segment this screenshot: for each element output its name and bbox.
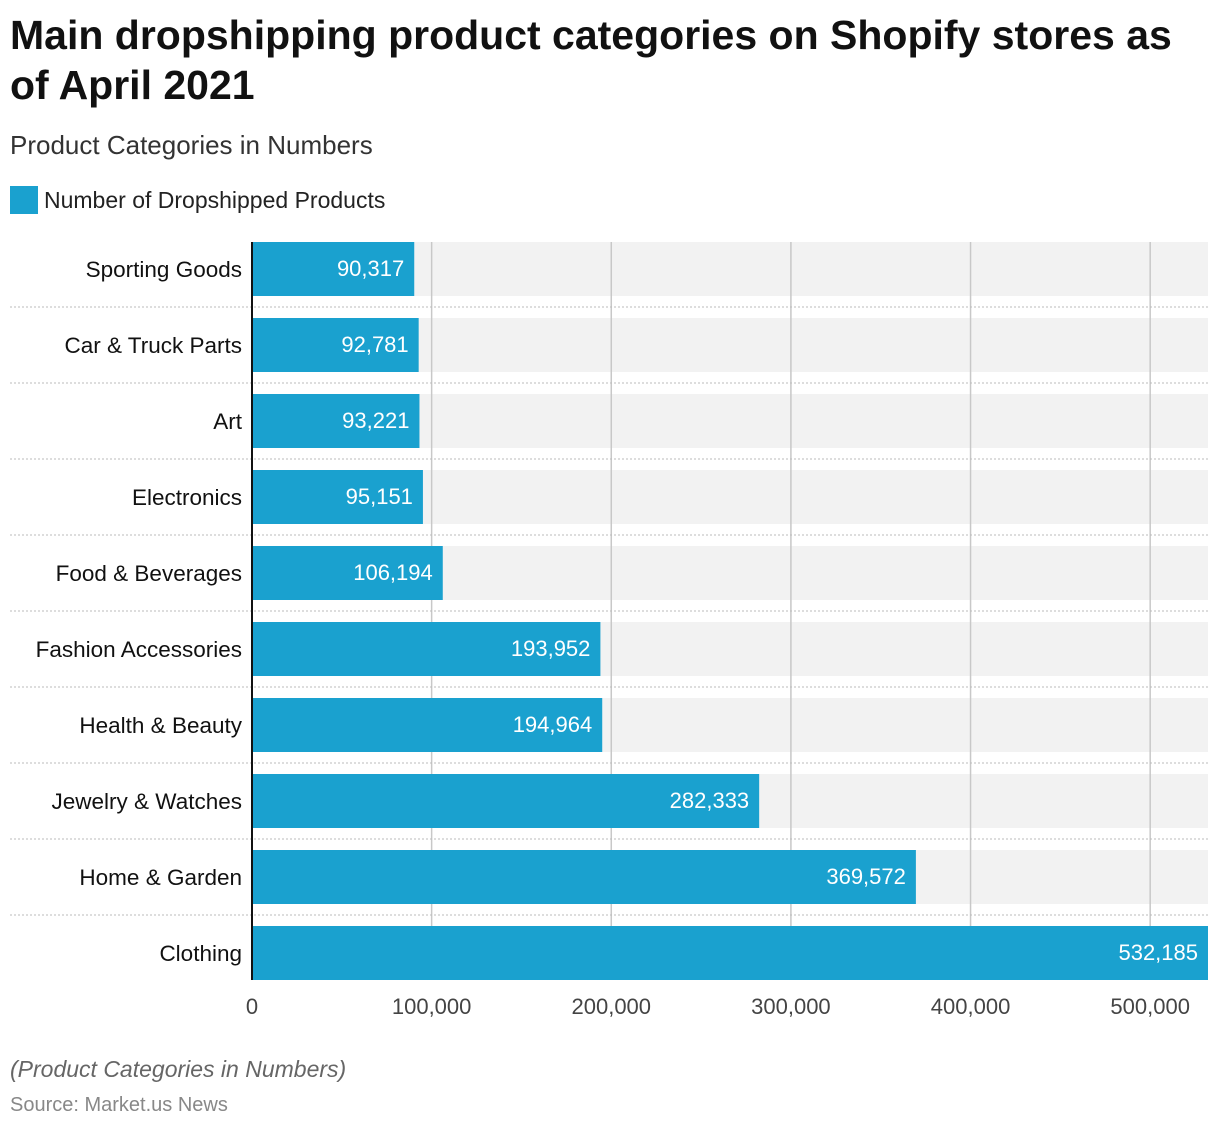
category-label: Car & Truck Parts [64, 333, 242, 358]
x-tick-label: 0 [246, 994, 258, 1019]
data-label: 95,151 [346, 484, 413, 509]
bar [252, 698, 603, 752]
category-label: Clothing [159, 941, 242, 966]
bar [252, 774, 760, 828]
legend-label: Number of Dropshipped Products [44, 186, 386, 213]
x-tick-label: 400,000 [931, 994, 1011, 1019]
category-label: Fashion Accessories [36, 637, 242, 662]
data-label: 92,781 [341, 332, 408, 357]
bar [252, 470, 423, 524]
legend-swatch [10, 186, 38, 214]
x-tick-label: 100,000 [392, 994, 472, 1019]
category-label: Food & Beverages [56, 561, 242, 586]
bar [252, 622, 601, 676]
chart-title: Main dropshipping product categories on … [10, 12, 1172, 108]
bar [252, 394, 420, 448]
x-tick-label: 300,000 [751, 994, 831, 1019]
source: Source: Market.us News [10, 1094, 228, 1116]
category-label: Home & Garden [79, 865, 242, 890]
data-label: 194,964 [513, 712, 593, 737]
bar [252, 546, 443, 600]
data-label: 193,952 [511, 636, 591, 661]
data-label: 93,221 [342, 408, 409, 433]
bar [252, 926, 1208, 980]
legend: Number of Dropshipped Products [10, 186, 385, 214]
category-label: Electronics [132, 485, 242, 510]
x-tick-label: 200,000 [572, 994, 652, 1019]
footnote: (Product Categories in Numbers) [10, 1056, 347, 1082]
bar [252, 242, 415, 296]
category-label: Jewelry & Watches [52, 789, 242, 814]
data-label: 90,317 [337, 256, 404, 281]
category-label: Art [213, 409, 243, 434]
data-label: 106,194 [353, 560, 433, 585]
category-label: Health & Beauty [79, 713, 242, 738]
category-label: Sporting Goods [86, 257, 242, 282]
x-tick-label: 500,000 [1110, 994, 1190, 1019]
bar [252, 318, 419, 372]
data-label: 282,333 [670, 788, 750, 813]
data-label: 532,185 [1118, 940, 1198, 965]
data-label: 369,572 [826, 864, 906, 889]
bar [252, 850, 916, 904]
chart-subtitle: Product Categories in Numbers [10, 130, 373, 160]
